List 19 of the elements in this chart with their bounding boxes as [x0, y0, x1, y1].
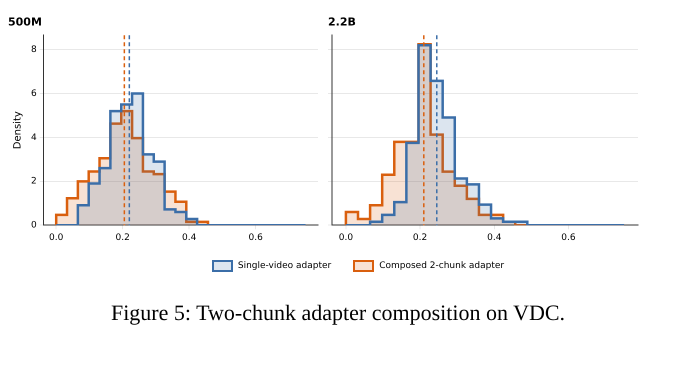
x-tick-label: 0.2	[116, 232, 130, 243]
x-tick-label: 0.4	[182, 232, 197, 243]
x-tick-label: 0.4	[487, 232, 502, 243]
chart-title: 2.2B	[328, 15, 356, 28]
y-tick-label: 0	[30, 220, 37, 231]
y-tick-label: 2	[30, 176, 37, 187]
x-tick-label: 0.0	[49, 232, 64, 243]
y-axis-title: Density	[12, 111, 24, 150]
x-tick-label: 0.6	[248, 232, 264, 243]
y-tick-label: 6	[30, 88, 37, 99]
x-tick-label: 0.2	[412, 232, 428, 243]
caption: Figure 5: Two-chunk adapter composition on VDC.	[110, 300, 566, 326]
legend-label: Composed 2-chunk adapter	[379, 261, 504, 271]
y-tick-label: 8	[30, 45, 37, 56]
legend-label: Single-video adapter	[238, 261, 332, 271]
x-tick-label: 0.6	[561, 232, 576, 243]
y-tick-label: 4	[30, 132, 37, 143]
x-tick-label: 0.0	[338, 232, 354, 243]
chart-title: 500M	[8, 15, 42, 28]
